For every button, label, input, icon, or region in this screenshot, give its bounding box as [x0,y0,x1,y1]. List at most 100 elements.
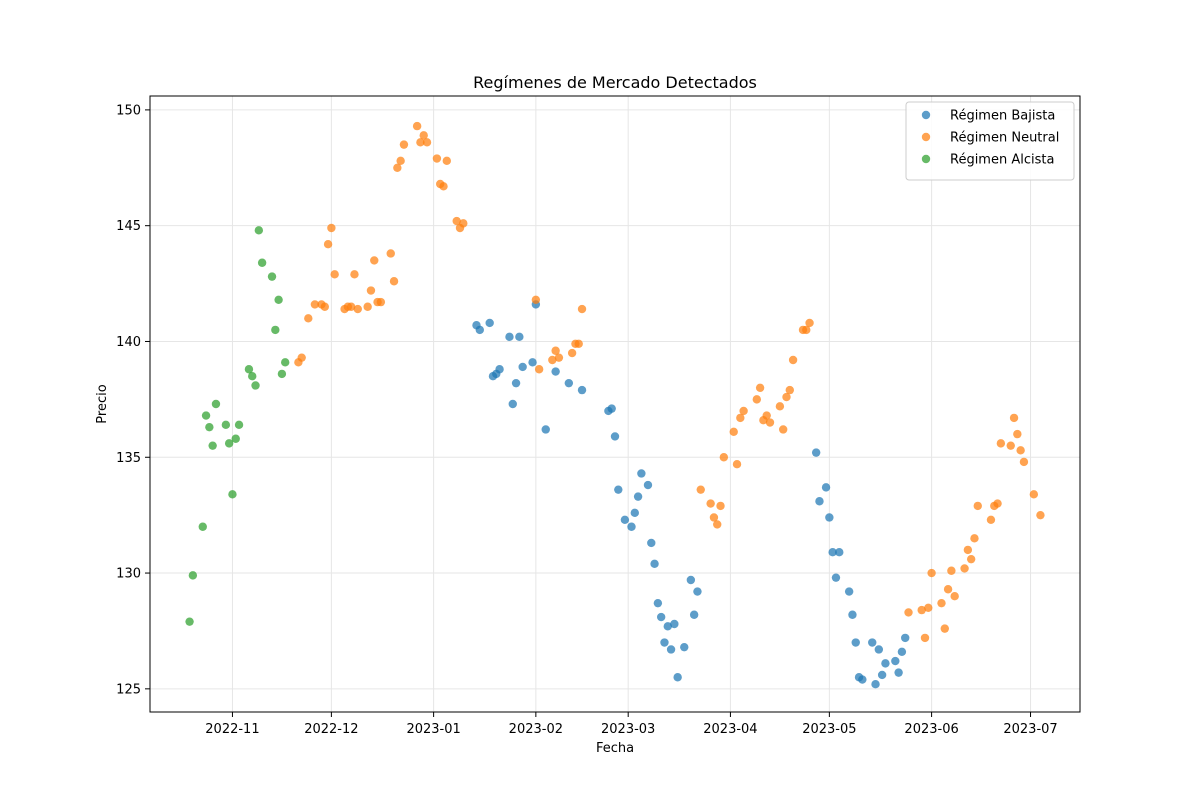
data-point [858,675,867,684]
data-point [680,642,689,652]
x-tick-label: 2022-12 [304,722,358,737]
data-point [689,610,699,619]
data-point [528,358,537,367]
legend: Régimen Bajista Régimen Neutral Régimen Al… [905,101,1075,181]
data-point [551,367,560,376]
data-point [393,163,402,172]
y-tick-label: 150 [116,103,141,118]
y-axis-label: Precio [95,384,110,423]
data-point [1009,413,1019,423]
data-point [653,598,663,608]
data-point [716,501,725,511]
data-point [234,420,244,430]
data-point [666,645,676,654]
data-point [452,216,461,226]
data-point [966,554,976,564]
data-point [574,339,583,348]
data-point [531,295,541,304]
data-point [389,277,399,286]
data-point [785,385,794,395]
data-point [277,369,287,379]
data-point [208,441,217,450]
data-point [386,249,395,258]
data-point [577,304,587,314]
data-point [778,425,788,434]
data-point [752,395,762,404]
data-point [1016,446,1025,455]
x-axis: 2022-11 2022-12 2023-01 2023-02 2023-03 2023-… [205,712,1058,737]
data-point [1013,429,1022,439]
plot-area-frame [149,95,1081,713]
data-point [551,346,560,355]
data-point [511,378,521,388]
data-point [868,638,877,647]
data-point [627,522,636,531]
data-point [304,314,313,323]
data-point [564,378,574,388]
data-point [505,332,514,342]
legend-marker [921,154,931,164]
data-point [881,659,890,668]
data-point [201,411,211,420]
data-point [706,499,715,508]
data-point [782,392,791,402]
grid [150,96,1080,712]
data-point [422,138,432,147]
data-point [775,402,785,411]
data-point [963,545,973,555]
data-point [670,619,679,629]
data-point [709,513,719,522]
data-point [927,568,936,578]
data-point [323,240,333,249]
data-point [310,300,320,309]
data-point [1019,457,1029,467]
data-point [660,638,669,647]
data-point [755,383,765,392]
chart-title: Regímenes de Mercado Detectados [473,73,757,92]
y-axis: 125 130 135 140 145 150 [116,103,150,697]
data-point [248,372,257,381]
data-point [736,413,745,423]
data-point [188,571,198,580]
data-point [327,223,336,233]
data-point [811,448,821,457]
data-point [244,365,254,374]
legend-marker [921,110,931,120]
data-point [877,670,887,680]
data-point [221,420,231,430]
data-point [350,270,359,279]
data-point [442,156,452,166]
data-point [647,538,656,548]
x-tick-label: 2023-04 [703,722,757,737]
data-point [274,295,283,304]
data-point [970,534,979,543]
data-point [254,226,264,235]
data-point [732,460,742,469]
data-point [897,647,907,656]
data-point [904,608,913,617]
data-point [459,219,468,228]
data-point [548,355,557,365]
x-tick-label: 2023-01 [406,722,460,737]
legend-label: Régimen Bajista [950,109,1055,124]
data-point [815,497,824,506]
data-point [835,548,844,557]
data-point [251,381,260,390]
data-point [986,515,996,524]
data-point [353,304,362,314]
data-point [577,385,587,395]
data-point [633,492,643,501]
data-point [656,612,666,622]
data-point [508,399,517,409]
data-point [831,573,841,582]
data-point [825,513,834,522]
data-point [765,418,775,427]
data-point [376,297,386,307]
data-point [947,566,956,575]
legend-label: Régimen Alcista [950,153,1054,168]
data-point [475,325,484,335]
data-point [366,286,376,295]
data-point [973,501,982,511]
data-point [518,362,527,372]
